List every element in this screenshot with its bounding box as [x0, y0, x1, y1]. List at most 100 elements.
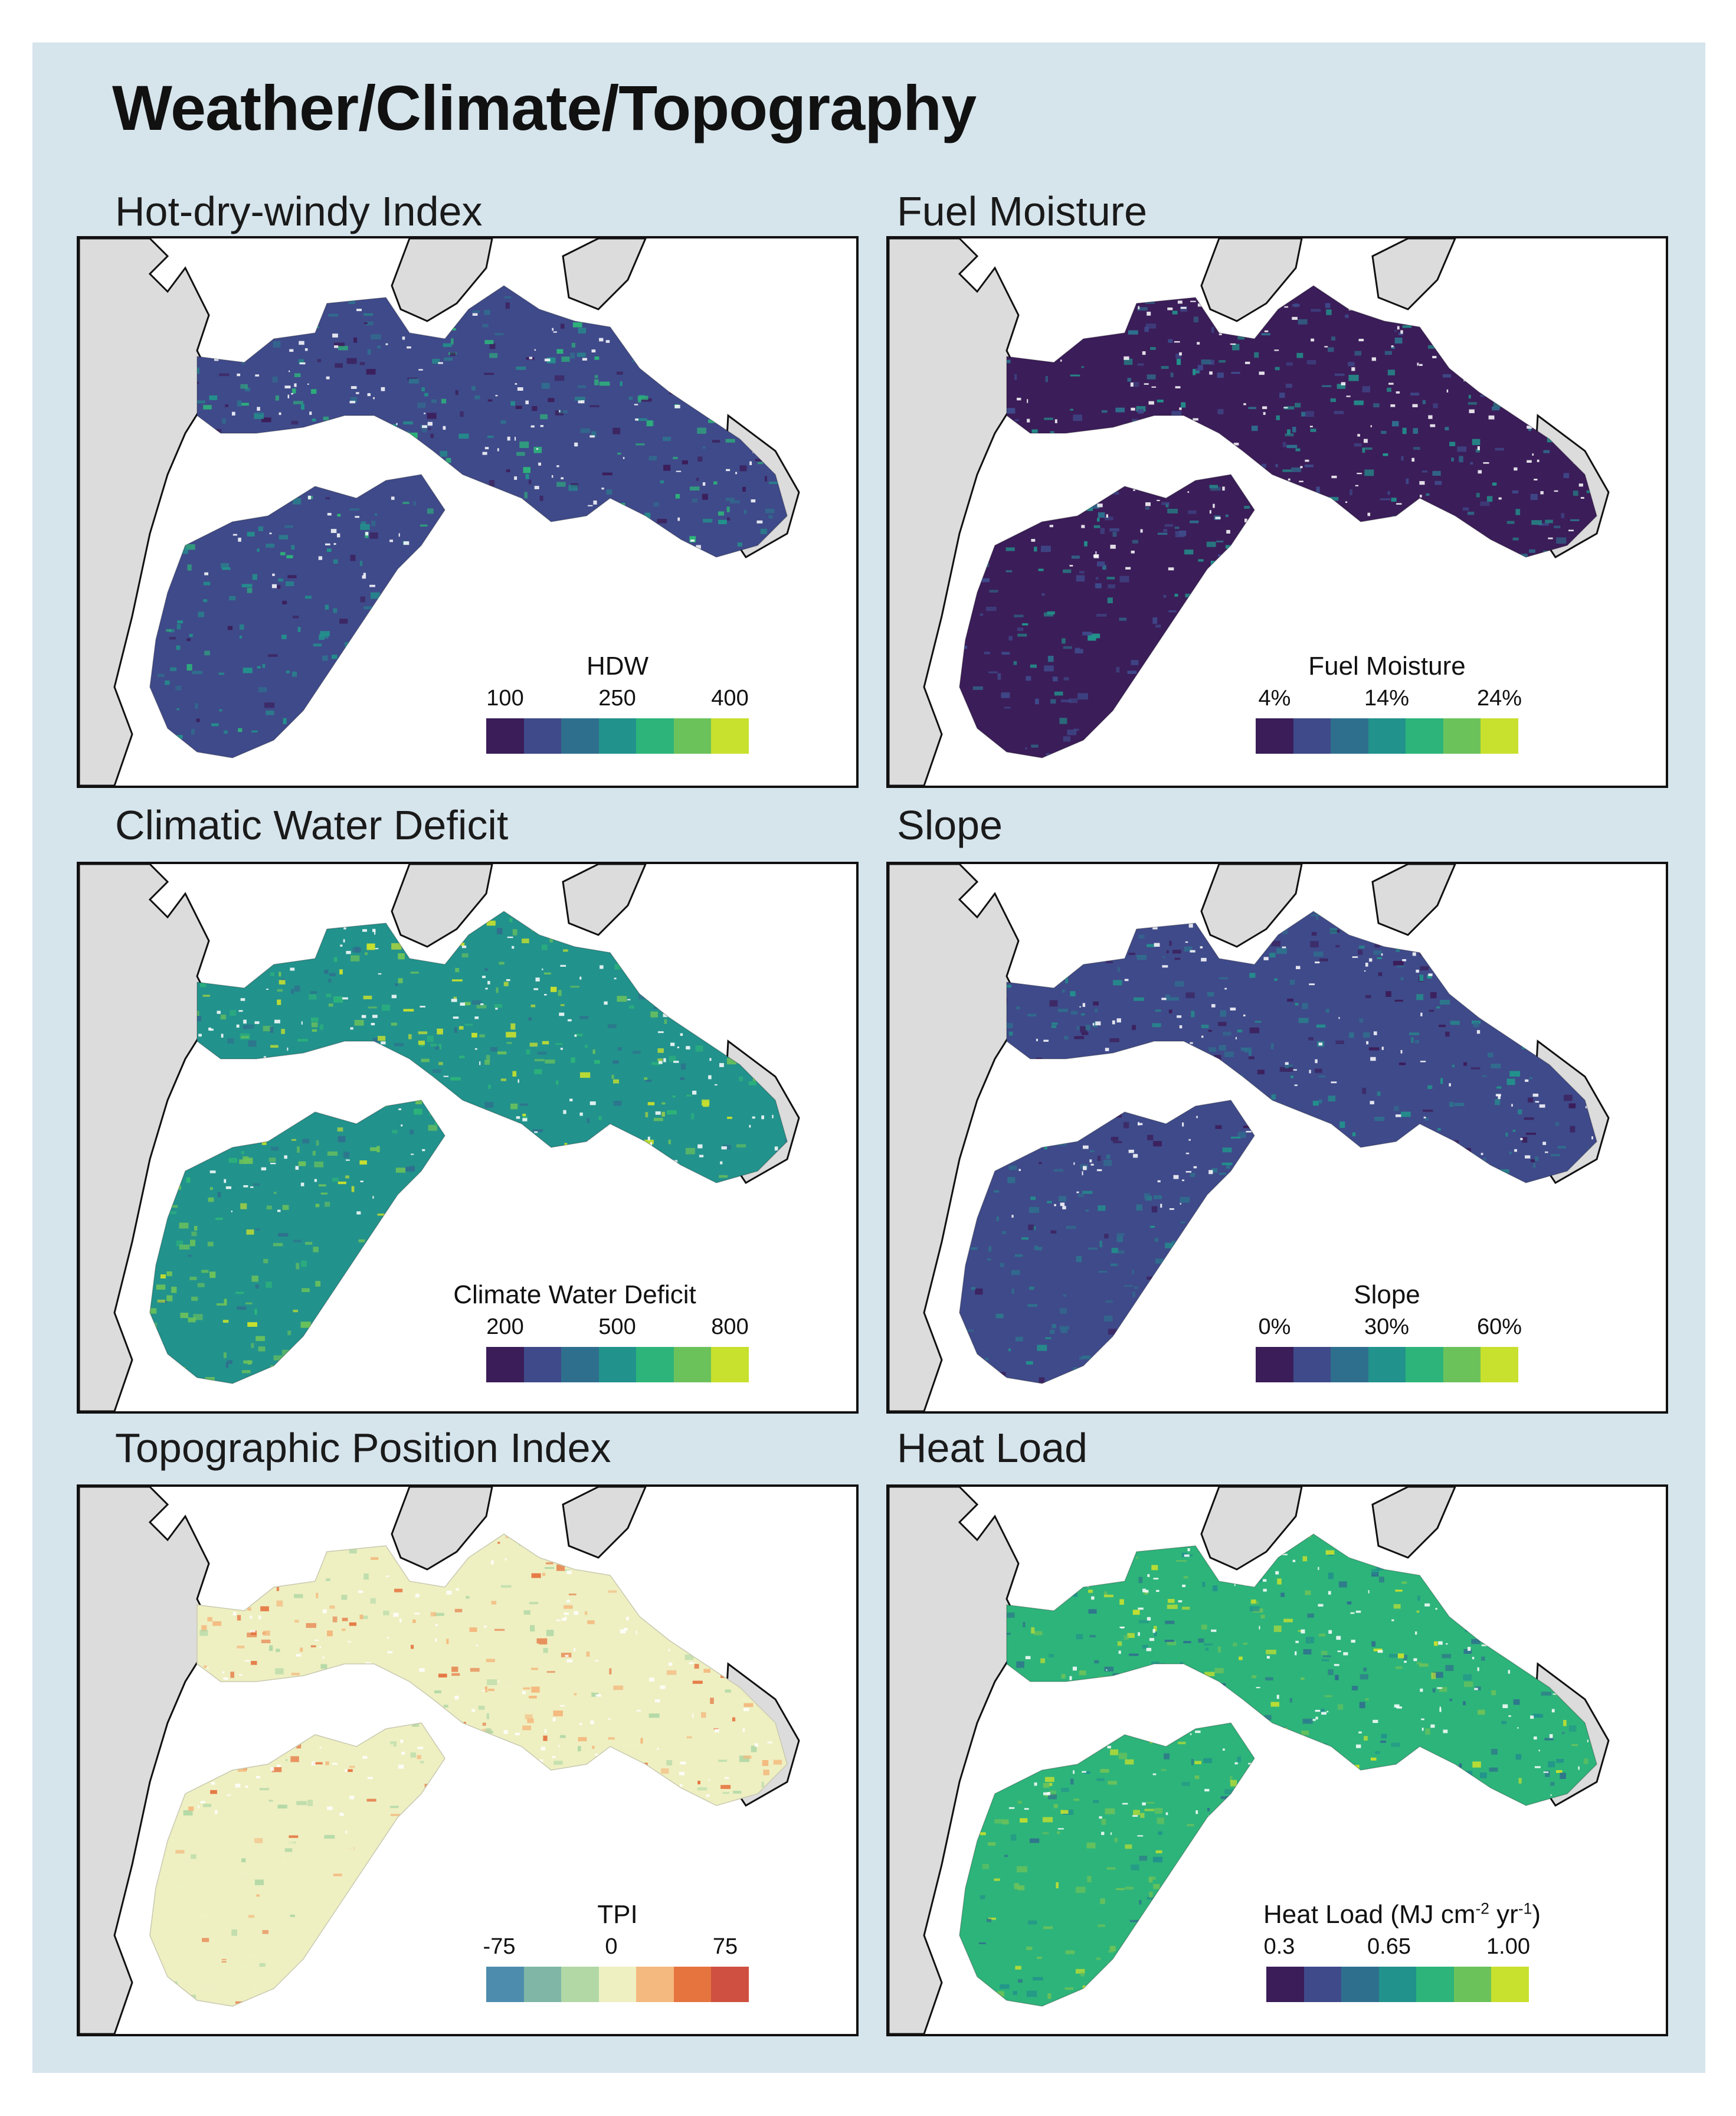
legend-tick: 1.00	[1486, 1934, 1530, 1959]
legend-tick: 100	[486, 686, 524, 711]
region-outline	[959, 474, 1255, 758]
legend-swatch	[1480, 718, 1519, 754]
panel-title-hdw: Hot-dry-windy Index	[115, 188, 483, 234]
legend-swatch	[598, 1967, 637, 2002]
legend-swatch	[561, 1967, 599, 2002]
outside-land	[391, 238, 493, 322]
legend-title: Climate Water Deficit	[453, 1280, 696, 1309]
legend-swatch	[711, 1967, 749, 2002]
region-outline	[196, 285, 788, 558]
legend-tick: 200	[486, 1314, 524, 1339]
legend-swatch	[523, 718, 562, 754]
legend-swatch	[1368, 1347, 1406, 1382]
legend-tpi: TPI -75 0 75	[483, 1900, 749, 2021]
legend-swatch	[1406, 718, 1443, 754]
legend-tick: 250	[598, 686, 636, 711]
color-scale	[1266, 1967, 1529, 2002]
legend-swatch	[486, 1967, 524, 2002]
panel-title-climatic-water-deficit: Climatic Water Deficit	[115, 802, 509, 848]
map-canvas	[889, 864, 1610, 1411]
region-outline	[149, 474, 446, 758]
region-outline	[196, 911, 788, 1183]
panel-title-fuel-moisture: Fuel Moisture	[897, 188, 1148, 234]
legend-title: HDW	[586, 652, 649, 681]
legend-tick: 0.65	[1367, 1934, 1411, 1959]
legend-swatch	[486, 718, 524, 754]
legend-swatch	[1256, 718, 1293, 754]
legend-swatch	[1331, 1347, 1368, 1382]
color-scale	[486, 1967, 749, 2002]
map-panel-heat-load: Heat Load (MJ cm-2 yr-1) 0.3 0.65 1.00	[886, 1484, 1668, 2036]
legend-tick: 60%	[1476, 1314, 1522, 1339]
outside-land	[562, 238, 647, 310]
legend-tick: 30%	[1364, 1314, 1410, 1339]
legend-title: Slope	[1354, 1280, 1420, 1309]
legend-swatch	[636, 1347, 674, 1382]
legend-swatch	[486, 1347, 524, 1382]
legend-swatch	[598, 718, 637, 754]
legend-swatch	[561, 1347, 599, 1382]
outside-land	[391, 864, 493, 948]
legend-swatch	[1480, 1347, 1519, 1382]
legend-swatch	[1368, 718, 1406, 754]
map-panel-hdw: HDW 100 250 400	[77, 236, 859, 788]
legend-swatch	[711, 1347, 749, 1382]
color-scale	[486, 1347, 749, 1382]
color-scale	[486, 718, 749, 754]
legend-title: Fuel Moisture	[1308, 652, 1466, 681]
outside-land	[562, 1487, 647, 1559]
legend-title: TPI	[597, 1900, 638, 1929]
legend-hdw: HDW 100 250 400	[486, 652, 749, 773]
legend-swatch	[1491, 1967, 1529, 2002]
map-canvas	[889, 1487, 1610, 2034]
legend-swatch	[636, 1967, 674, 2002]
map-panel-slope: Slope 0% 30% 60%	[886, 862, 1668, 1414]
legend-swatch	[1406, 1347, 1443, 1382]
legend-tick: 0.3	[1263, 1934, 1295, 1959]
outside-land	[1371, 864, 1456, 936]
region-outline	[1006, 285, 1597, 558]
region-outline	[149, 1722, 446, 2007]
region-outline	[196, 1533, 788, 1806]
region-outline	[149, 1100, 446, 1384]
legend-swatch	[1293, 1347, 1331, 1382]
legend-slope: Slope 0% 30% 60%	[1256, 1280, 1522, 1401]
outside-land	[1200, 1487, 1303, 1571]
map-canvas	[79, 1487, 800, 2034]
legend-swatch	[1293, 718, 1331, 754]
legend-tick: -75	[483, 1934, 516, 1959]
legend-swatch	[1453, 1967, 1492, 2002]
legend-swatch	[1331, 718, 1368, 754]
legend-tick: 24%	[1476, 686, 1522, 711]
legend-climate-water-deficit: Climate Water Deficit 200 500 800	[401, 1280, 749, 1401]
region-outline	[1006, 1533, 1597, 1806]
legend-swatch	[1303, 1967, 1342, 2002]
legend-swatch	[1341, 1967, 1379, 2002]
legend-tick: 500	[598, 1314, 636, 1339]
outside-land	[562, 864, 647, 936]
legend-tick: 400	[711, 686, 749, 711]
legend-tick: 0%	[1258, 1314, 1291, 1339]
panel-title-tpi: Topographic Position Index	[115, 1425, 611, 1471]
color-scale	[1256, 1347, 1519, 1382]
outside-land	[1200, 864, 1303, 948]
legend-swatch	[673, 1967, 712, 2002]
page-title: Weather/Climate/Topography	[112, 72, 977, 143]
legend-swatch	[1416, 1967, 1454, 2002]
legend-tick: 14%	[1364, 686, 1410, 711]
legend-tick: 800	[711, 1314, 749, 1339]
legend-swatch	[673, 1347, 712, 1382]
legend-swatch	[598, 1347, 637, 1382]
legend-swatch	[1256, 1347, 1293, 1382]
legend-title: Heat Load (MJ cm-2 yr-1)	[1263, 1899, 1541, 1929]
map-canvas	[889, 238, 1610, 786]
legend-fuel-moisture: Fuel Moisture 4% 14% 24%	[1256, 652, 1522, 773]
legend-swatch	[1378, 1967, 1417, 2002]
legend-tick: 0	[605, 1934, 618, 1959]
outside-land	[1371, 238, 1456, 310]
panel-title-slope: Slope	[897, 802, 1003, 848]
outside-land	[1200, 238, 1303, 322]
region-outline	[959, 1722, 1255, 2007]
legend-tick: 75	[712, 1934, 738, 1959]
outside-land	[391, 1487, 493, 1571]
